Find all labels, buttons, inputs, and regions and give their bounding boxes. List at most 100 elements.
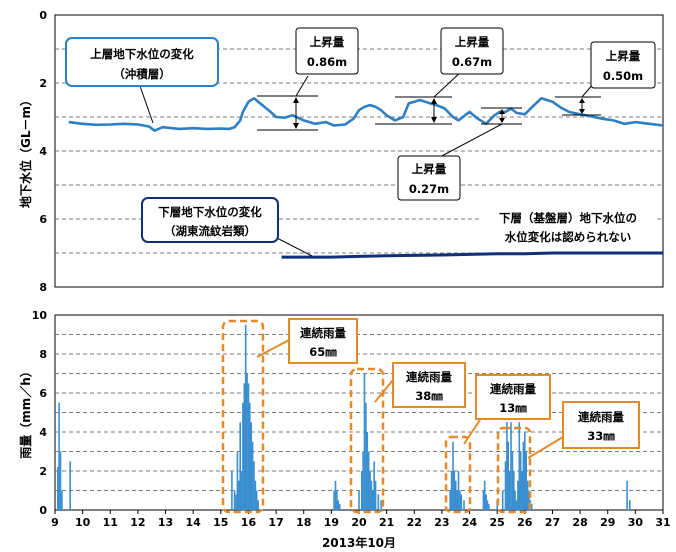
rise-box-2 xyxy=(440,27,504,75)
rainfall-bar xyxy=(366,432,369,510)
rainfall-bar xyxy=(247,383,250,511)
rainfall-x-tick-label: 17 xyxy=(268,516,283,529)
rainfall-bar xyxy=(69,461,71,511)
rainfall-bar xyxy=(486,500,489,511)
rainfall-bar xyxy=(373,461,375,511)
arrowhead xyxy=(293,97,299,103)
rainfall-x-tick-label: 26 xyxy=(517,516,533,529)
rainfall-bar xyxy=(452,441,454,511)
upper-groundwater-line xyxy=(68,97,664,132)
rise-value-2: 0.67m xyxy=(452,55,492,69)
groundwater-y-tick-label: 2 xyxy=(39,77,47,90)
rainfall-bar xyxy=(517,480,519,511)
rainfall-bar xyxy=(365,402,367,511)
rainfall-bar xyxy=(456,490,458,510)
rain-event-box-3 xyxy=(444,435,472,514)
rainfall-y-tick-label: 2 xyxy=(39,465,47,478)
rainfall-bar xyxy=(246,373,248,510)
rainfall-bar xyxy=(362,451,364,510)
rainfall-bar xyxy=(58,402,60,511)
rain-value-4: 33㎜ xyxy=(587,429,615,443)
rainfall-bar xyxy=(501,490,504,510)
lower-series-label-box xyxy=(141,197,279,243)
rainfall-x-tick-label: 9 xyxy=(51,516,59,529)
rainfall-bar xyxy=(459,490,461,510)
rainfall-x-tick-label: 31 xyxy=(655,516,670,529)
rise-label-2: 上昇量 xyxy=(455,35,490,49)
rainfall-bar xyxy=(460,494,463,510)
rainfall-bar xyxy=(526,480,529,511)
rainfall-bar xyxy=(358,490,360,510)
rainfall-bar xyxy=(530,504,533,510)
groundwater-y-tick-label: 8 xyxy=(39,281,47,294)
rise-label-3: 上昇量 xyxy=(606,49,641,63)
arrowhead xyxy=(579,98,585,103)
rainfall-x-tick-label: 10 xyxy=(75,516,91,529)
rainfall-bar xyxy=(240,471,243,510)
arrowhead xyxy=(431,117,437,123)
rainfall-bar xyxy=(236,451,239,510)
rainfall-bar xyxy=(513,471,515,510)
pointer xyxy=(437,123,503,159)
rain-label-4: 連続雨量 xyxy=(578,410,624,424)
rain-value-2: 38㎜ xyxy=(415,389,443,403)
rainfall-bar xyxy=(333,490,335,510)
rain-callout-box-1 xyxy=(288,318,358,364)
rainfall-bar xyxy=(525,451,527,510)
rainfall-bar xyxy=(238,480,240,511)
rainfall-x-ticks: 9 10 11 12 13 14 15 16 17 18 19 20 21 22 23 24 25 26 27 28 2… xyxy=(51,510,671,529)
rise-box-3 xyxy=(590,41,656,89)
rainfall-bar xyxy=(372,490,374,510)
arrowhead xyxy=(431,98,437,104)
rainfall-x-tick-label: 14 xyxy=(186,516,202,529)
rainfall-bar xyxy=(522,441,525,511)
rain-event-box-4 xyxy=(496,426,532,514)
rainfall-x-tick-label: 22 xyxy=(407,516,422,529)
rainfall-y-tick-label: 8 xyxy=(39,348,47,361)
rainfall-bar xyxy=(242,402,244,511)
rainfall-bar xyxy=(253,461,255,511)
rainfall-bar xyxy=(485,494,487,510)
rainfall-bar xyxy=(524,432,526,510)
rainfall-bar xyxy=(507,441,509,511)
rainfall-bar xyxy=(59,451,62,510)
rain-label-2: 連続雨量 xyxy=(406,370,452,384)
rainfall-bar xyxy=(380,500,382,511)
rainfall-bar xyxy=(482,490,485,510)
no-change-note-line2: 水位変化は認められない xyxy=(505,230,632,244)
upper-series-label: 上層地下水位の変化 xyxy=(90,47,194,61)
rainfall-bar xyxy=(453,471,456,510)
rainfall-x-tick-label: 28 xyxy=(572,516,587,529)
rainfall-bar xyxy=(454,480,457,511)
groundwater-y-tick-label: 0 xyxy=(39,9,47,22)
rainfall-x-tick-label: 12 xyxy=(130,516,145,529)
rainfall-bar xyxy=(337,500,340,511)
rainfall-bar xyxy=(450,471,453,510)
rainfall-bar xyxy=(334,480,337,511)
rainfall-bar xyxy=(336,490,338,510)
rainfall-y-tick-label: 4 xyxy=(39,426,47,439)
rainfall-bar xyxy=(338,504,341,510)
arrowhead xyxy=(579,109,585,114)
rain-value-1: 65㎜ xyxy=(309,345,337,359)
rise-value-4: 0.27m xyxy=(409,182,449,196)
no-change-note-line1: 下層（基盤層）地下水位の xyxy=(499,211,637,225)
rainfall-bar xyxy=(463,500,465,511)
rainfall-x-tick-label: 19 xyxy=(324,516,339,529)
rainfall-x-tick-label: 11 xyxy=(103,516,118,529)
rainfall-y-axis-label: 雨量（mm／h） xyxy=(18,365,33,459)
rainfall-y-tick-label: 6 xyxy=(39,387,47,400)
rainfall-bar xyxy=(361,471,363,510)
rainfall-bar xyxy=(506,422,508,511)
upper-series-label-box xyxy=(65,37,219,87)
pointer xyxy=(139,85,154,124)
arrowhead xyxy=(499,118,505,123)
rainfall-bar xyxy=(528,490,530,510)
rise-box-4 xyxy=(397,155,461,201)
groundwater-y-tick-label: 6 xyxy=(39,213,47,226)
groundwater-y-ticks: 0 2 4 6 8 xyxy=(39,9,47,294)
rain-callout-box-4 xyxy=(562,401,640,449)
groundwater-series xyxy=(68,97,664,259)
